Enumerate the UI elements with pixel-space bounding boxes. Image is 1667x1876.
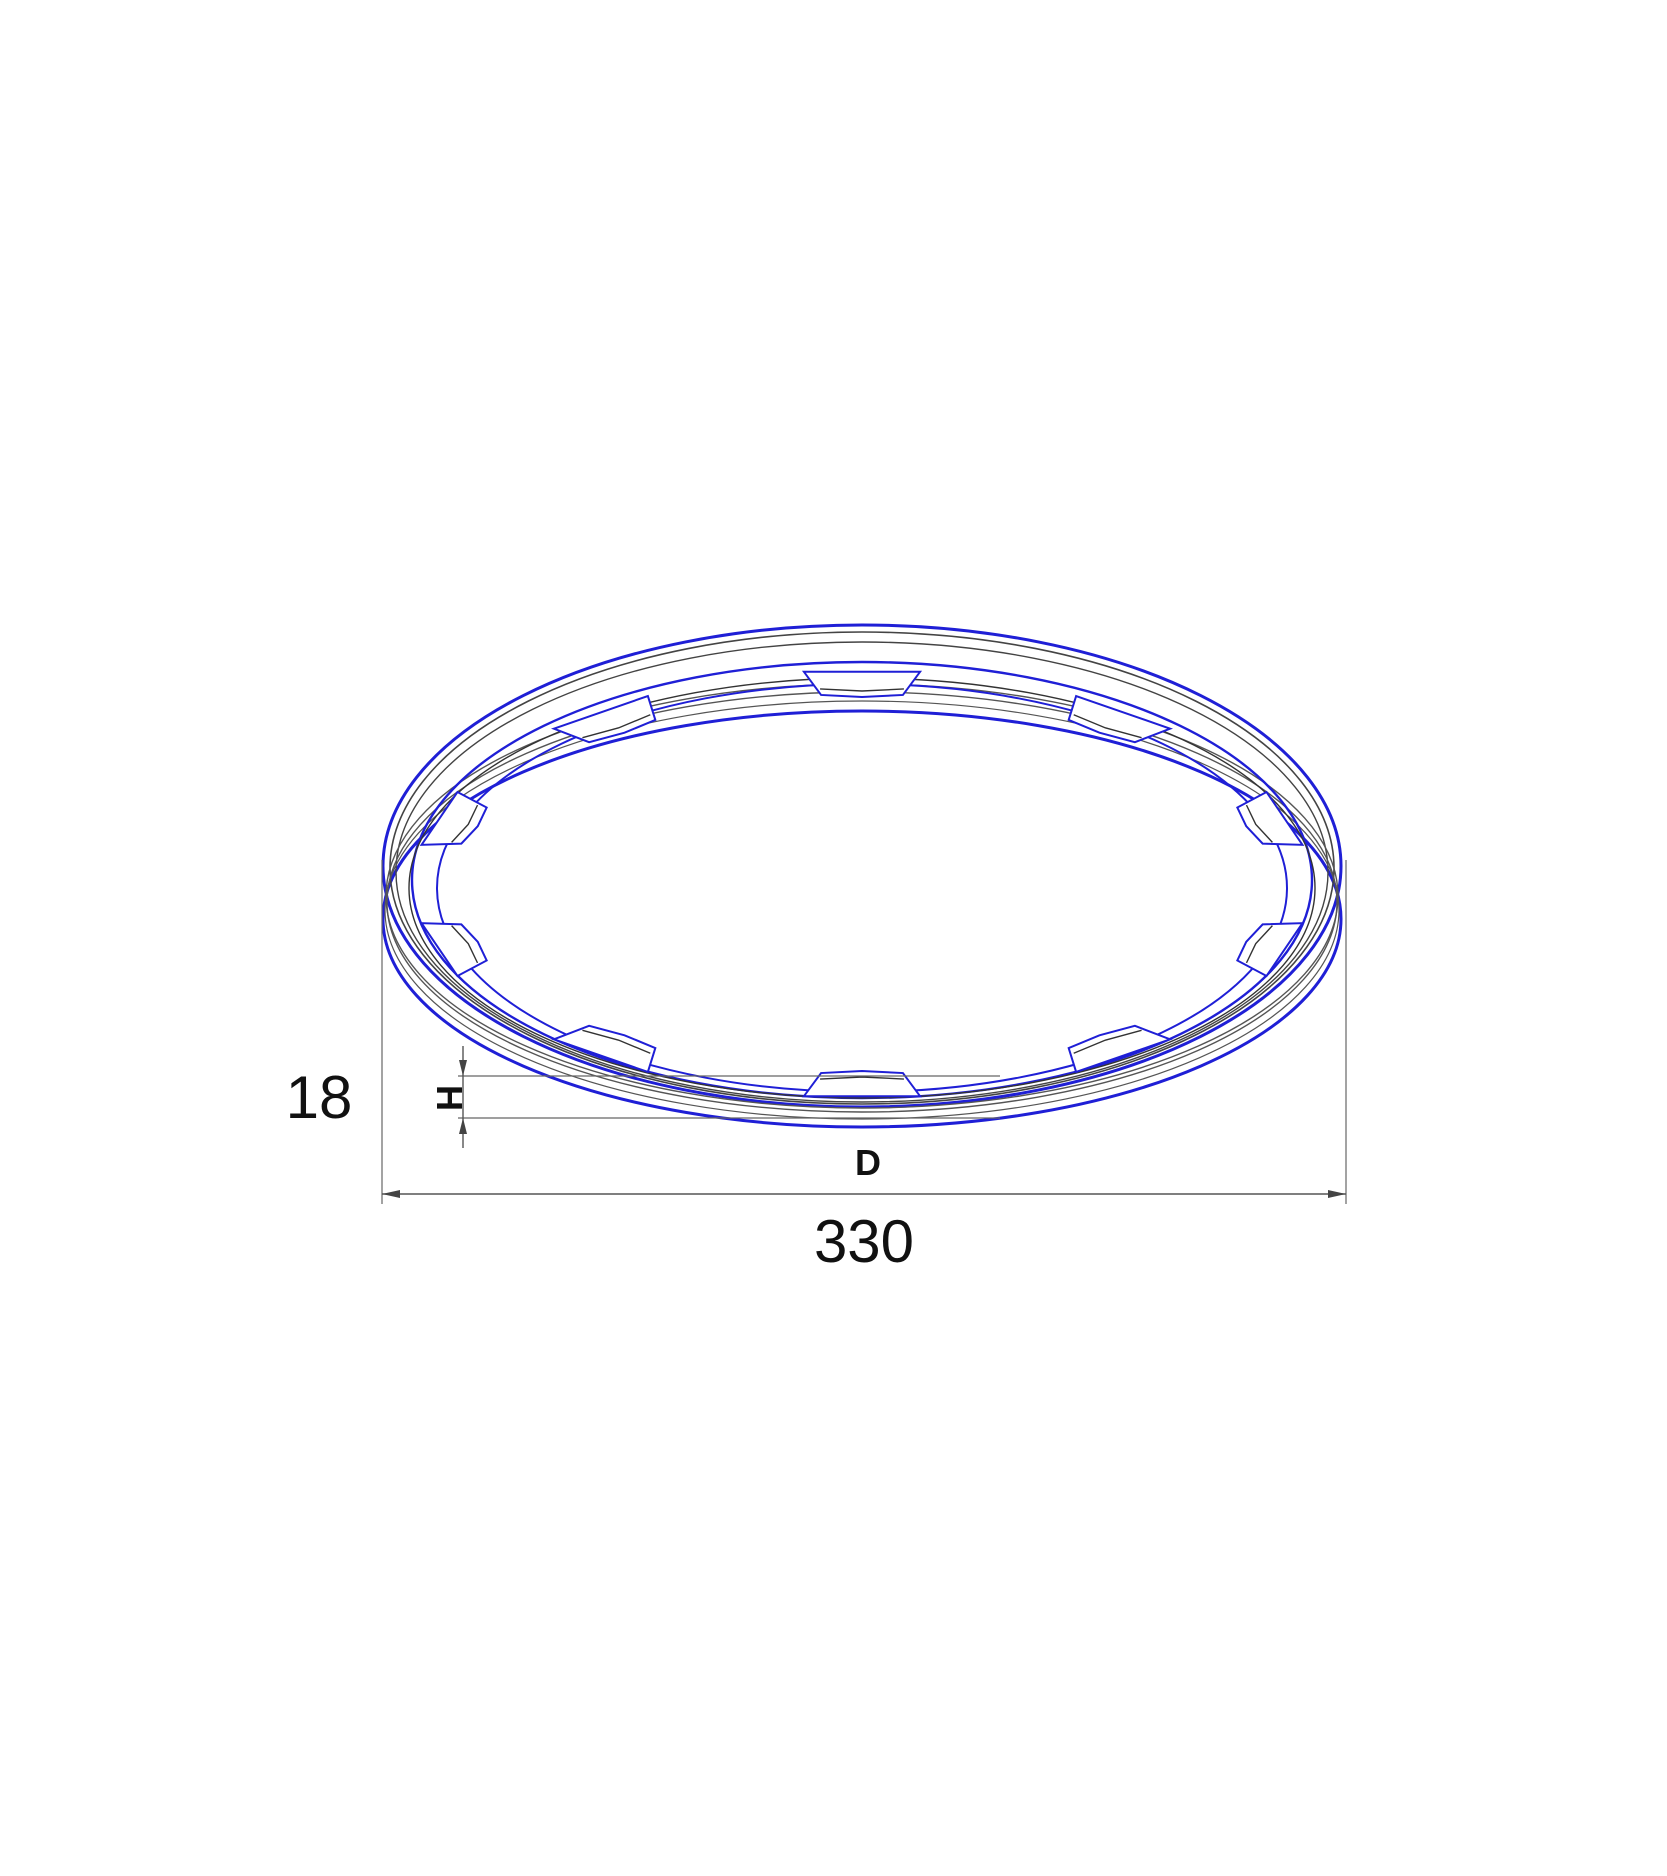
height-arrow-bottom: [459, 1118, 467, 1134]
ring-tab-bevel: [451, 925, 479, 964]
ring-inner-edge: [410, 660, 1314, 1100]
ring-innermost-edge: [436, 683, 1288, 1093]
ring-tab: [801, 1069, 923, 1098]
height-value: 18: [286, 1064, 353, 1131]
diameter-value: 330: [814, 1208, 914, 1275]
ring-tab: [1236, 790, 1305, 846]
ring-top-outer-edge: [381, 623, 1343, 1109]
ring-tab: [419, 922, 488, 978]
ring-tab: [551, 1024, 657, 1074]
ring-tab-bevel: [820, 688, 904, 692]
ring-tab: [1067, 1024, 1173, 1074]
ring-tab: [419, 790, 488, 846]
ring-tab-bevel: [1073, 714, 1142, 739]
ring-tab: [551, 694, 657, 744]
ring-tabs: [419, 670, 1305, 1098]
ring-tab-bevel: [582, 714, 651, 739]
diameter-dimension: D 330: [381, 860, 1347, 1275]
diameter-arrow-left: [382, 1190, 400, 1198]
ring-tab-bevel: [451, 804, 479, 843]
diameter-letter: D: [855, 1142, 881, 1183]
height-dimension: H 18: [286, 1046, 1000, 1148]
ring-tab-bevel: [582, 1029, 651, 1054]
ring-tab-bevel: [1073, 1029, 1142, 1054]
ring-tab-bevel: [1245, 925, 1273, 964]
ring-tab: [1067, 694, 1173, 744]
ring-rim-line: [389, 631, 1335, 1105]
height-letter: H: [429, 1085, 470, 1111]
ring-rim-line: [395, 641, 1329, 1103]
ring-tab-bevel: [1245, 804, 1273, 843]
ring-groove-line: [386, 691, 1338, 1113]
ring-tab-bevel: [820, 1076, 904, 1080]
ring-tab: [1236, 922, 1305, 978]
ring-bottom-outer-edge: [381, 709, 1343, 1129]
diameter-arrow-right: [1328, 1190, 1346, 1198]
ring-tab: [801, 670, 923, 699]
ring-groove-line: [385, 683, 1339, 1109]
ring-groove-line: [384, 700, 1340, 1120]
ring-body: [381, 623, 1343, 1129]
height-arrow-top: [459, 1060, 467, 1076]
